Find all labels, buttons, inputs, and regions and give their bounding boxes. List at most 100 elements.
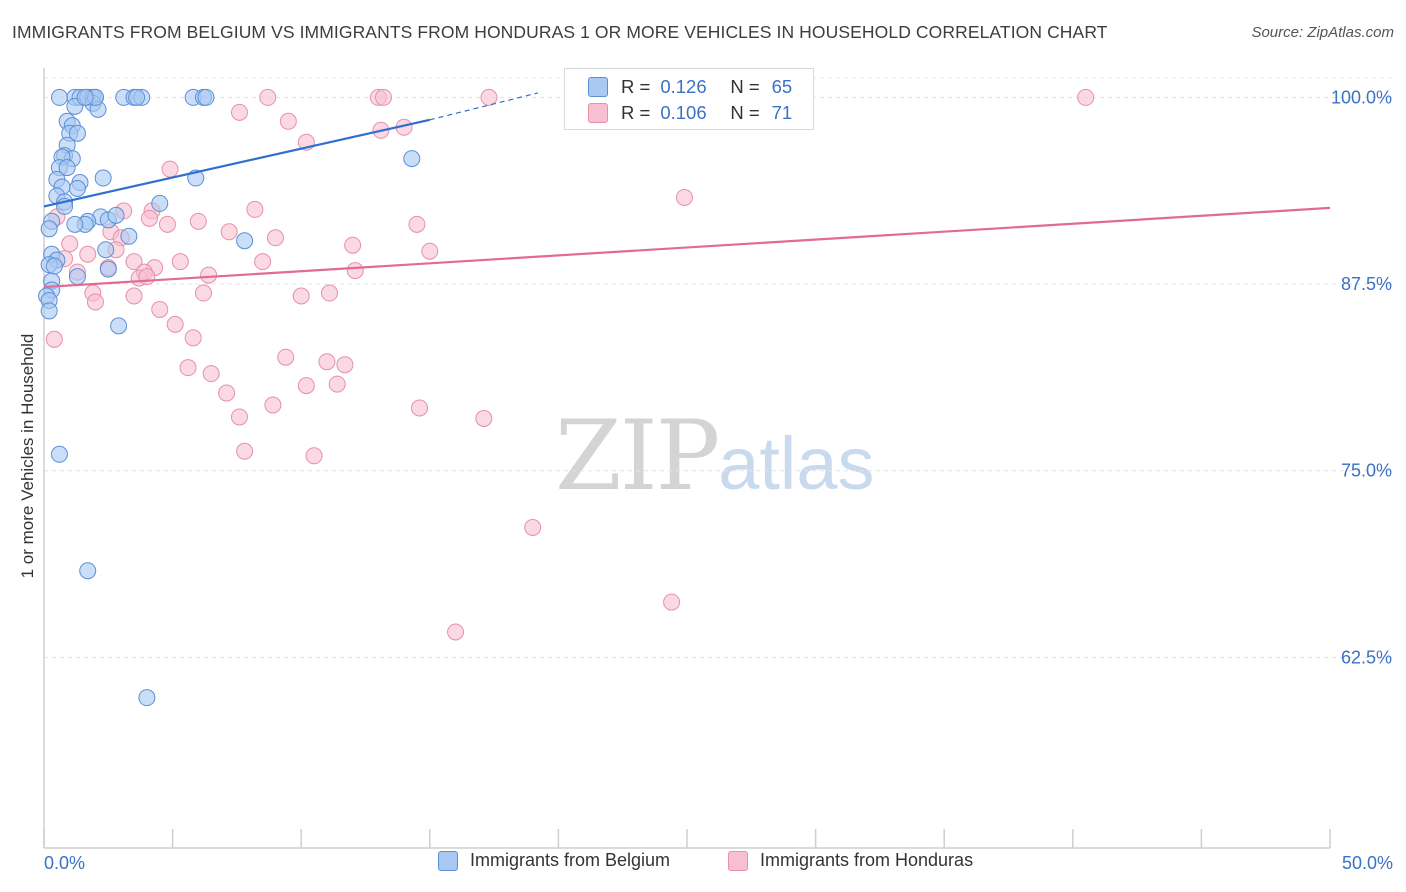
belgium-point <box>97 241 115 259</box>
r-label: R = <box>621 76 651 97</box>
belgium-point <box>107 206 125 224</box>
honduras-point <box>346 262 364 280</box>
watermark-zip: ZIP <box>555 400 720 512</box>
y-tick-label: 75.0% <box>1341 461 1392 481</box>
r-value-honduras: 0.106 <box>660 102 707 123</box>
honduras-legend-swatch <box>728 850 748 871</box>
belgium-point <box>66 215 84 233</box>
y-tick-label: 100.0% <box>1331 87 1392 107</box>
belgium-point <box>120 227 138 245</box>
tick-labels: 62.5% 75.0% 87.5% 100.0% 0.0% 50.0% <box>44 87 1393 873</box>
r-label: R = <box>621 102 651 123</box>
honduras-point <box>184 329 202 347</box>
belgium-point <box>40 302 58 320</box>
honduras-point <box>125 287 143 305</box>
honduras-point <box>447 623 465 641</box>
honduras-point <box>411 399 429 417</box>
belgium-point <box>99 260 117 278</box>
honduras-point <box>125 253 143 271</box>
n-value-belgium: 65 <box>771 76 793 97</box>
honduras-point <box>179 359 197 377</box>
belgium-trendline <box>43 118 431 208</box>
honduras-point <box>79 245 97 263</box>
honduras-trendline <box>43 206 1331 289</box>
belgium-point <box>138 689 156 707</box>
honduras-point <box>408 215 426 233</box>
legend-item-honduras[interactable]: Immigrants from Honduras <box>728 850 973 871</box>
honduras-point <box>480 88 498 106</box>
honduras-point <box>86 293 104 311</box>
stats-legend: R = 0.126 N = 65 R = 0.106 N = 71 <box>564 68 814 130</box>
belgium-point <box>94 169 112 187</box>
honduras-point <box>254 253 272 271</box>
honduras-point <box>138 268 156 286</box>
honduras-point <box>320 284 338 302</box>
honduras-point <box>344 236 362 254</box>
belgium-point <box>128 88 146 106</box>
belgium-point <box>45 257 63 275</box>
honduras-point <box>375 88 393 106</box>
y-axis-label: 1 or more Vehicles in Household <box>18 333 37 579</box>
honduras-point <box>200 266 218 284</box>
belgium-point <box>68 268 86 286</box>
gridlines <box>44 77 1394 658</box>
n-label: N = <box>730 76 760 97</box>
honduras-point <box>230 103 248 121</box>
bottom-legend: Immigrants from Belgium Immigrants from … <box>0 850 1406 878</box>
stats-row-belgium: R = 0.126 N = 65 <box>588 74 793 100</box>
r-value-belgium: 0.126 <box>660 76 707 97</box>
belgium-point <box>76 88 94 106</box>
x-tick-label: 50.0% <box>1342 853 1393 873</box>
honduras-point <box>151 300 169 318</box>
belgium-point <box>58 159 76 177</box>
stats-row-honduras: R = 0.106 N = 71 <box>588 100 793 126</box>
honduras-point <box>305 447 323 465</box>
honduras-point <box>161 160 179 178</box>
honduras-point <box>297 377 315 395</box>
axes <box>43 68 1331 849</box>
honduras-point <box>166 315 184 333</box>
belgium-point <box>50 88 68 106</box>
honduras-point <box>336 356 354 374</box>
legend-label-belgium: Immigrants from Belgium <box>470 850 671 870</box>
honduras-points <box>45 88 1095 641</box>
belgium-point <box>50 445 68 463</box>
honduras-point <box>328 375 346 393</box>
honduras-point <box>475 409 493 427</box>
honduras-point <box>45 330 63 348</box>
source-credit: Source: ZipAtlas.com <box>1251 24 1394 41</box>
honduras-point <box>318 353 336 371</box>
honduras-point <box>524 518 542 536</box>
honduras-point <box>675 188 693 206</box>
belgium-trendline-extension <box>429 92 538 121</box>
y-tick-label: 87.5% <box>1341 274 1392 294</box>
n-value-honduras: 71 <box>771 102 793 123</box>
y-tick-label: 62.5% <box>1341 647 1392 667</box>
belgium-point <box>40 220 58 238</box>
trendlines <box>43 92 1331 289</box>
watermark-atlas: atlas <box>718 422 875 505</box>
watermark: ZIPatlas <box>555 400 875 512</box>
honduras-point <box>266 229 284 247</box>
belgium-point <box>151 194 169 212</box>
belgium-point <box>79 562 97 580</box>
n-label: N = <box>730 102 760 123</box>
honduras-point <box>220 223 238 241</box>
honduras-point <box>236 442 254 460</box>
honduras-point <box>1077 88 1095 106</box>
belgium-legend-swatch <box>438 850 458 871</box>
belgium-point <box>236 232 254 250</box>
belgium-points <box>38 88 421 707</box>
honduras-point <box>277 348 295 366</box>
belgium-swatch <box>588 77 608 97</box>
honduras-swatch <box>588 103 608 123</box>
belgium-point <box>403 150 421 168</box>
legend-item-belgium[interactable]: Immigrants from Belgium <box>438 850 670 871</box>
honduras-point <box>194 284 212 302</box>
honduras-point <box>264 396 282 414</box>
x-tick-label: 0.0% <box>44 853 85 873</box>
honduras-point <box>259 88 277 106</box>
honduras-point <box>230 408 248 426</box>
belgium-point <box>68 179 86 197</box>
